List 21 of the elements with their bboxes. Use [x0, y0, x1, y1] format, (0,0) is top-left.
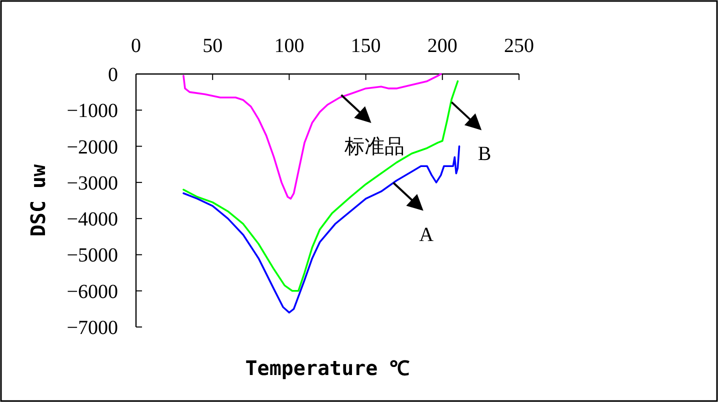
x-tick-label: 150 — [350, 35, 381, 57]
line-series — [182, 73, 442, 200]
y-tick-label: 0 — [108, 64, 118, 86]
line-series — [182, 80, 459, 292]
y-tick-label: −7000 — [66, 317, 118, 339]
y-tick-label: −3000 — [66, 172, 118, 194]
annotation: B — [478, 143, 492, 166]
x-tick-label: 100 — [274, 35, 304, 57]
annotation: 标准品 — [343, 136, 404, 158]
x-tick-label: 0 — [131, 35, 141, 57]
x-tick-label: 50 — [202, 35, 223, 57]
y-axis-title: DSC uw — [26, 163, 50, 237]
x-tick-label: 200 — [427, 35, 458, 57]
y-tick-label: −4000 — [66, 208, 118, 231]
y-tick-label: −2000 — [66, 136, 118, 158]
y-tick-label: −5000 — [66, 244, 118, 267]
x-axis-title: Temperature ℃ — [245, 356, 410, 380]
x-tick-label: 250 — [504, 35, 534, 57]
y-tick-label: −1000 — [66, 100, 118, 122]
annotation: A — [419, 224, 434, 246]
y-tick-label: −6000 — [66, 280, 118, 303]
